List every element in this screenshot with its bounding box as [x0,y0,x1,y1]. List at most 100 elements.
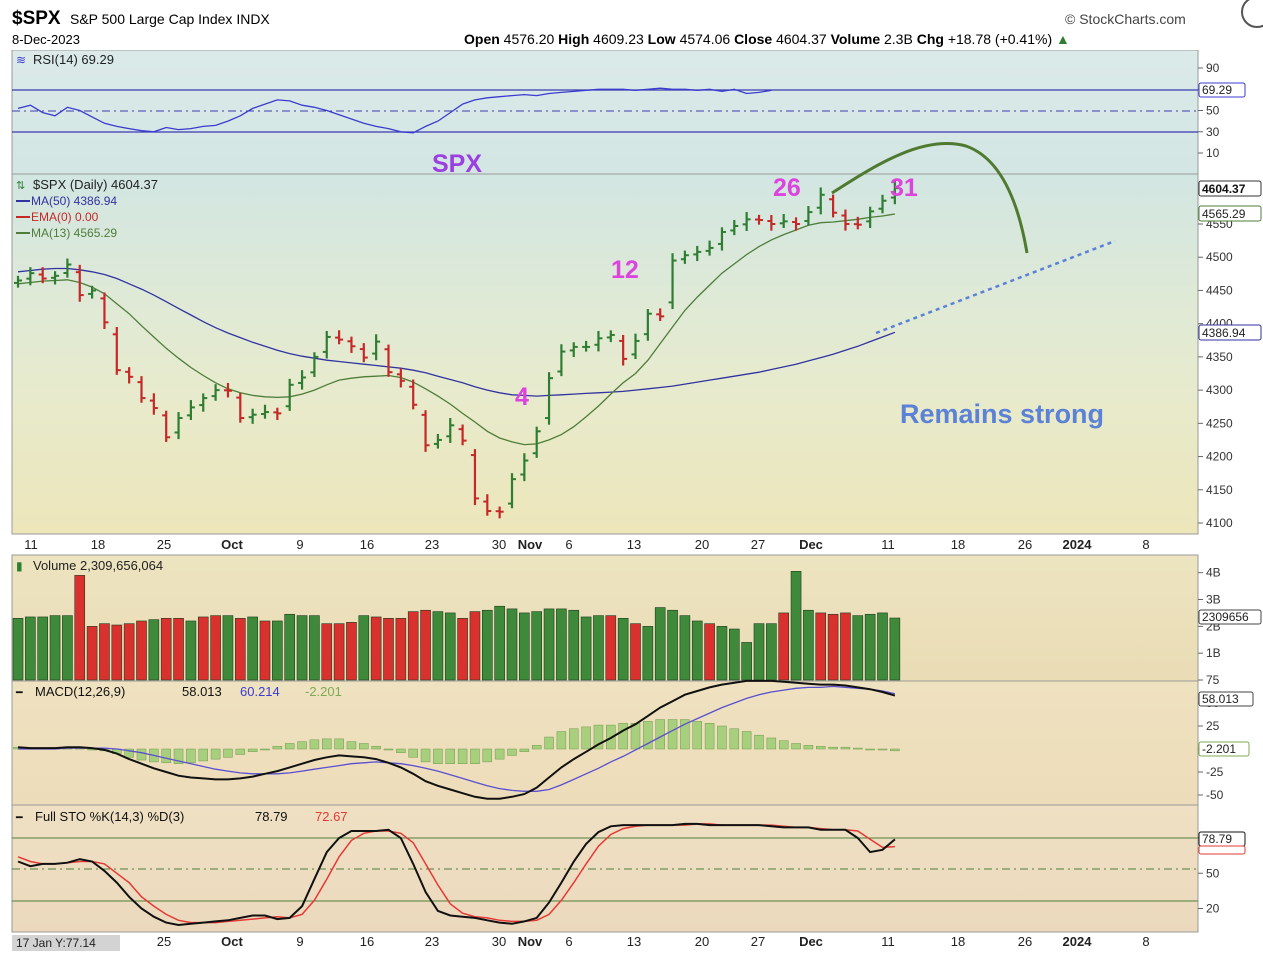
macd-hist-bar [865,748,875,751]
change-label: Chg [916,31,944,47]
brand-label: StockCharts.com [1079,11,1186,27]
low-label: Low [647,31,676,47]
volume-bar [457,617,468,681]
macd-hist-bar [420,748,431,763]
rsi-legend-icon: ≋ [16,53,26,67]
macd-legend: ━ MACD(12,26,9) 58.013 60.214 -2.201 [15,684,342,699]
date-label: Nov [518,934,543,949]
macd-hist-bar [643,721,653,750]
sto-k-tag: 78.79 [1198,831,1246,847]
volume-bar [136,620,147,681]
date-label: 18 [951,537,965,552]
remains-strong-annotation: Remains strong [900,399,1104,429]
macd-hist-bar [482,748,493,763]
date-label: 13 [627,934,641,949]
macd-tick-label: 75 [1206,673,1220,687]
price-tick-label: 4350 [1206,350,1233,364]
macd-hist-bar [124,748,134,758]
volume-bar [432,611,444,681]
volume-bar [99,623,110,681]
index-full-name: S&P 500 Large Cap Index [70,11,233,27]
volume-bar [864,613,876,681]
macd-hist-bar [630,722,641,750]
macd-hist-legend: -2.201 [305,684,342,699]
date-label: 27 [751,537,765,552]
date-label: 9 [296,537,303,552]
volume-bar [494,605,505,681]
volume-bar [235,617,246,681]
date-label: 20 [695,537,709,552]
price-legend-series: $SPX (Daily) 4604.37 [33,177,158,192]
volume-bar [173,617,184,681]
macd-tick-label: -50 [1206,788,1224,802]
macd-hist-bar [359,743,369,750]
ema-legend-text: EMA(0) 0.00 [31,210,99,224]
macd-hist-bar [754,734,764,750]
sto-d-tag [1198,845,1246,855]
date-label: 26 [1018,537,1032,552]
macd-line [17,679,896,800]
volume-tick-label: 4B [1206,566,1221,580]
macd-hist-bar [223,748,233,758]
volume-bar [728,628,740,681]
volume-bar [716,626,728,681]
macd-hist-bar [161,748,171,764]
macd-hist-bar [890,748,900,752]
volume-bar [37,616,49,681]
macd-hist-bar [284,743,295,750]
annotation-26: 26 [773,174,801,202]
exchange-label: INDX [236,11,270,27]
volume-bar [593,615,604,681]
macd-hist-tag: -2.201 [1198,741,1250,757]
rsi-tick-label: 90 [1206,61,1220,75]
macd-legend-label: MACD(12,26,9) [35,684,125,699]
volume-bar [877,612,888,681]
macd-tick-label: -25 [1206,765,1224,779]
macd-hist-bar [247,748,258,753]
date-label: 16 [360,537,374,552]
sto-legend-label: Full STO %K(14,3) %D(3) [35,809,184,824]
macd-hist-bar [692,721,702,750]
macd-hist-bar [544,736,554,750]
macd-value-tag-text: 58.013 [1202,692,1239,706]
macd-hist-bar [704,722,715,750]
brand-link[interactable]: © StockCharts.com [1065,11,1186,27]
date-label: 9 [296,934,303,949]
macd-hist-bar [445,748,455,764]
rsi-tick-label: 30 [1206,125,1220,139]
macd-hist-bar [346,741,357,750]
rsi-panel [11,50,1199,175]
volume-bar [481,609,493,681]
bottom-date-axis: 25 Oct 9 16 23 30 Nov 6 13 20 27 Dec 11 18 26 2024 8 [157,934,1150,949]
date-label: 23 [425,537,439,552]
volume-legend: ▮ Volume 2,309,656,064 [16,558,163,573]
volume-bar [222,615,234,681]
ma13-line [17,213,896,446]
price-tick-label: 4150 [1206,483,1233,497]
macd-hist-bar [457,748,468,764]
chart-header: $SPX S&P 500 Large Cap Index INDX 8-Dec-… [0,0,1263,50]
stock-chart: 9070503010 ≋ RSI(14) 69.29 69.29 4100415… [11,50,1262,951]
macd-hist-bar [667,719,678,750]
volume-bar [12,617,24,681]
volume-bar [123,623,135,681]
macd-hist-bar [210,748,221,760]
price-tick-label: 4200 [1206,450,1233,464]
volume-panel [11,554,1199,682]
date-label: 2024 [1063,537,1093,552]
rsi-tick-label: 10 [1206,146,1220,160]
volume-bar [679,615,691,681]
ma50-value-tag-text: 4386.94 [1202,326,1246,340]
open-value: 4576.20 [503,31,555,47]
volume-bar [185,620,197,681]
volume-bar [790,571,802,681]
chart-date: 8-Dec-2023 [12,32,80,47]
projection-arc [831,141,1029,254]
ma13-value-tag-text: 4565.29 [1202,207,1246,221]
footer-tag: 17 Jan Y:77.14 [12,935,120,951]
date-label: 11 [881,537,895,552]
price-tick-label: 4100 [1206,516,1233,530]
close-icon[interactable] [1241,0,1263,28]
macd-hist-bar [334,738,344,750]
date-label: 25 [157,934,171,949]
